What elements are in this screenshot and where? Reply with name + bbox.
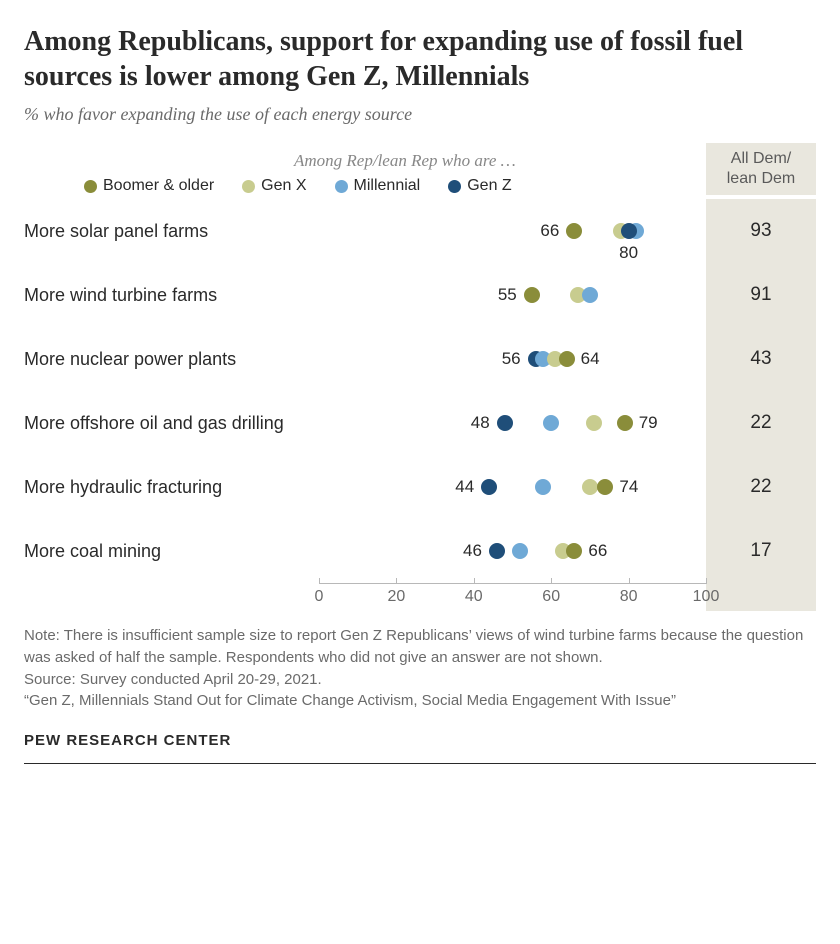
axis-tick-label: 80 — [620, 588, 638, 606]
legend-item: Boomer & older — [84, 177, 214, 195]
data-value-label: 48 — [471, 413, 490, 433]
data-value-label: 80 — [619, 243, 638, 263]
chart-subtitle: % who favor expanding the use of each en… — [24, 104, 816, 125]
legend-item: Gen X — [242, 177, 306, 195]
data-point — [543, 415, 559, 431]
data-value-label: 66 — [588, 541, 607, 561]
dot-plot: 66 80 — [319, 199, 706, 263]
data-point — [535, 479, 551, 495]
note-line: “Gen Z, Millennials Stand Out for Climat… — [24, 690, 816, 712]
row-label: More nuclear power plants — [24, 327, 319, 391]
data-value-label: 74 — [619, 477, 638, 497]
chart-rows: More solar panel farms668093More wind tu… — [24, 199, 816, 583]
chart-row: More hydraulic fracturing 44 74 22 — [24, 455, 816, 519]
legend-item: Gen Z — [448, 177, 511, 195]
chart-row: More nuclear power plants 56 64 43 — [24, 327, 816, 391]
legend-items: Boomer & older Gen X Millennial Gen Z — [84, 177, 706, 195]
axis-tick-label: 0 — [315, 588, 324, 606]
axis-tick-label: 20 — [387, 588, 405, 606]
legend-header: Among Rep/lean Rep who are … Boomer & ol… — [24, 143, 816, 195]
dem-value: 91 — [706, 263, 816, 327]
data-point — [582, 287, 598, 303]
data-value-label: 64 — [581, 349, 600, 369]
data-value-label: 46 — [463, 541, 482, 561]
data-point — [481, 479, 497, 495]
legend-dot-icon — [335, 180, 348, 193]
chart-row: More wind turbine farms 55 91 — [24, 263, 816, 327]
chart-row: More solar panel farms 66 80 93 — [24, 199, 816, 263]
dem-value: 43 — [706, 327, 816, 391]
data-point — [566, 223, 582, 239]
data-value-label: 66 — [540, 221, 559, 241]
data-point — [489, 543, 505, 559]
chart-row: More coal mining 46 66 17 — [24, 519, 816, 583]
note-line: Note: There is insufficient sample size … — [24, 625, 816, 669]
dem-value: 17 — [706, 519, 816, 583]
note-line: Source: Survey conducted April 20-29, 20… — [24, 669, 816, 691]
dot-plot: 55 — [319, 263, 706, 327]
dot-plot: 44 74 — [319, 455, 706, 519]
dem-column-header: All Dem/ lean Dem — [706, 143, 816, 195]
legend-dot-icon — [448, 180, 461, 193]
data-point — [512, 543, 528, 559]
legend-label: Millennial — [354, 177, 421, 195]
axis-tick-label: 60 — [542, 588, 560, 606]
chart-notes: Note: There is insufficient sample size … — [24, 625, 816, 712]
dot-plot: 48 79 — [319, 391, 706, 455]
row-label: More coal mining — [24, 519, 319, 583]
data-point — [586, 415, 602, 431]
data-value-label: 44 — [455, 477, 474, 497]
axis-row: 0 20 40 60 80 100 — [24, 583, 816, 611]
legend-label: Gen Z — [467, 177, 511, 195]
dem-value: 93 — [706, 199, 816, 263]
row-label: More solar panel farms — [24, 199, 319, 263]
dem-value: 22 — [706, 455, 816, 519]
legend-title: Among Rep/lean Rep who are … — [294, 151, 706, 171]
dem-value: 22 — [706, 391, 816, 455]
data-value-label: 56 — [502, 349, 521, 369]
data-point — [582, 479, 598, 495]
brand-footer: PEW RESEARCH CENTER — [24, 732, 816, 749]
legend-item: Millennial — [335, 177, 421, 195]
data-point — [524, 287, 540, 303]
data-point — [621, 223, 637, 239]
row-label: More wind turbine farms — [24, 263, 319, 327]
legend-label: Gen X — [261, 177, 306, 195]
data-point — [597, 479, 613, 495]
chart-title: Among Republicans, support for expanding… — [24, 24, 816, 94]
bottom-rule — [24, 763, 816, 764]
legend-dot-icon — [84, 180, 97, 193]
row-label: More hydraulic fracturing — [24, 455, 319, 519]
axis-tick-label: 40 — [465, 588, 483, 606]
axis-tick-label: 100 — [693, 588, 720, 606]
legend-label: Boomer & older — [103, 177, 214, 195]
legend-dot-icon — [242, 180, 255, 193]
row-label: More offshore oil and gas drilling — [24, 391, 319, 455]
data-point — [497, 415, 513, 431]
data-point — [566, 543, 582, 559]
dot-plot: 56 64 — [319, 327, 706, 391]
data-value-label: 79 — [639, 413, 658, 433]
data-point — [559, 351, 575, 367]
data-point — [617, 415, 633, 431]
data-value-label: 55 — [498, 285, 517, 305]
x-axis: 020406080100 — [319, 583, 706, 611]
dot-plot: 46 66 — [319, 519, 706, 583]
chart-row: More offshore oil and gas drilling 48 79 22 — [24, 391, 816, 455]
